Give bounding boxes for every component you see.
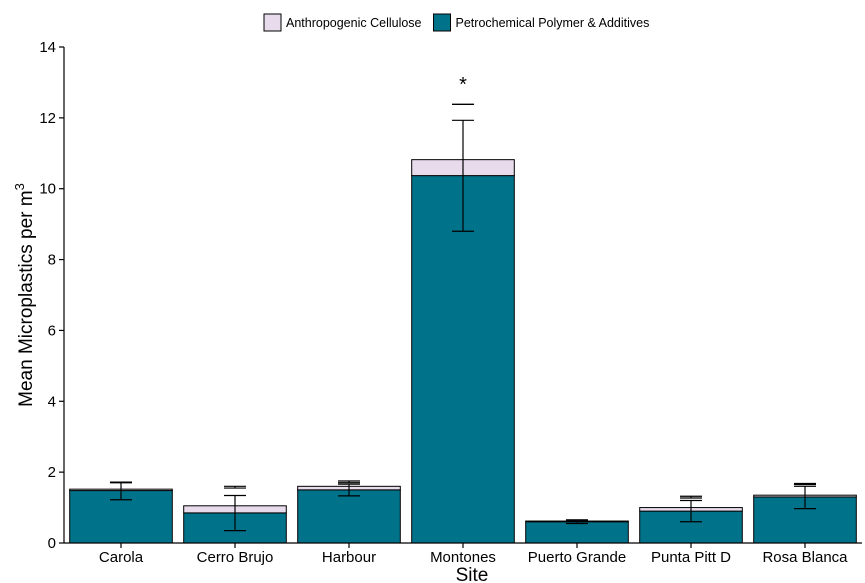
x-tick-label: Harbour <box>322 549 376 566</box>
x-tick-label: Montones <box>430 549 496 566</box>
y-tick-label: 4 <box>48 393 56 410</box>
x-axis-title: Site <box>456 565 489 583</box>
y-axis-title-superscript: 3 <box>12 183 27 190</box>
y-tick-label: 2 <box>48 464 56 481</box>
legend-label: Petrochemical Polymer & Additives <box>456 16 650 30</box>
bar-0-2 <box>297 489 401 544</box>
legend-label: Anthropogenic Cellulose <box>286 16 422 30</box>
y-tick-label: 10 <box>39 181 56 198</box>
significance-marker: * <box>459 74 467 96</box>
x-tick-label: Cerro Brujo <box>197 549 274 566</box>
x-tick-label: Puerto Grande <box>528 549 626 566</box>
legend: Anthropogenic Cellulose Petrochemical Pol… <box>263 13 650 32</box>
axes: 0 2 4 6 8 10 12 14 Carola Cerro Brujo Harbour Monto… <box>39 39 862 566</box>
x-tick-label: Punta Pitt D <box>651 549 731 566</box>
y-tick-label: 0 <box>48 535 56 552</box>
y-tick-label: 14 <box>39 39 56 56</box>
legend-swatch <box>433 13 452 32</box>
annotations: * <box>459 74 467 96</box>
legend-swatch <box>263 13 282 32</box>
bars <box>69 159 857 544</box>
error-bars <box>110 103 816 532</box>
x-tick-label: Carola <box>99 549 144 566</box>
y-tick-label: 8 <box>48 252 56 269</box>
y-axis-title-text: Mean Microplastics per m <box>16 190 37 406</box>
y-axis-title: Mean Microplastics per m3 <box>12 183 37 407</box>
y-tick-label: 12 <box>39 110 56 127</box>
y-tick-label: 6 <box>48 322 56 339</box>
x-tick-label: Rosa Blanca <box>762 549 848 566</box>
bar-0-4 <box>525 521 629 544</box>
